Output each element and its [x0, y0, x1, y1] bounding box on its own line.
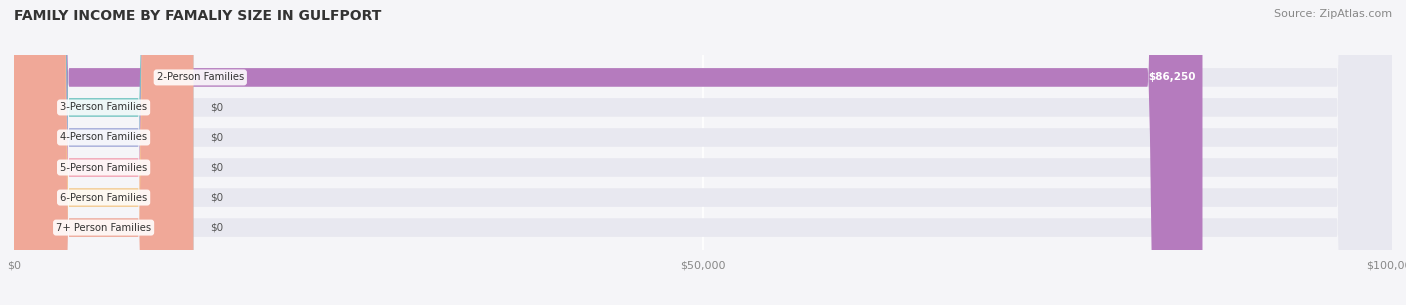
Text: 2-Person Families: 2-Person Families	[156, 72, 243, 82]
Text: 7+ Person Families: 7+ Person Families	[56, 223, 152, 233]
Text: Source: ZipAtlas.com: Source: ZipAtlas.com	[1274, 9, 1392, 19]
FancyBboxPatch shape	[14, 0, 1202, 305]
FancyBboxPatch shape	[14, 0, 193, 305]
Text: $0: $0	[209, 223, 222, 233]
Text: $0: $0	[209, 192, 222, 203]
FancyBboxPatch shape	[14, 0, 1392, 305]
FancyBboxPatch shape	[14, 0, 193, 305]
Text: $0: $0	[209, 102, 222, 113]
Text: 4-Person Families: 4-Person Families	[60, 132, 148, 142]
Text: 5-Person Families: 5-Person Families	[60, 163, 148, 173]
Text: $0: $0	[209, 163, 222, 173]
FancyBboxPatch shape	[14, 0, 193, 305]
FancyBboxPatch shape	[14, 0, 1392, 305]
FancyBboxPatch shape	[14, 0, 1392, 305]
Text: 6-Person Families: 6-Person Families	[60, 192, 148, 203]
FancyBboxPatch shape	[14, 0, 1392, 305]
Text: $86,250: $86,250	[1149, 72, 1195, 82]
FancyBboxPatch shape	[14, 0, 193, 305]
Text: $0: $0	[209, 132, 222, 142]
FancyBboxPatch shape	[14, 0, 193, 305]
FancyBboxPatch shape	[14, 0, 1392, 305]
FancyBboxPatch shape	[14, 0, 1392, 305]
Text: FAMILY INCOME BY FAMALIY SIZE IN GULFPORT: FAMILY INCOME BY FAMALIY SIZE IN GULFPOR…	[14, 9, 381, 23]
Text: 3-Person Families: 3-Person Families	[60, 102, 148, 113]
